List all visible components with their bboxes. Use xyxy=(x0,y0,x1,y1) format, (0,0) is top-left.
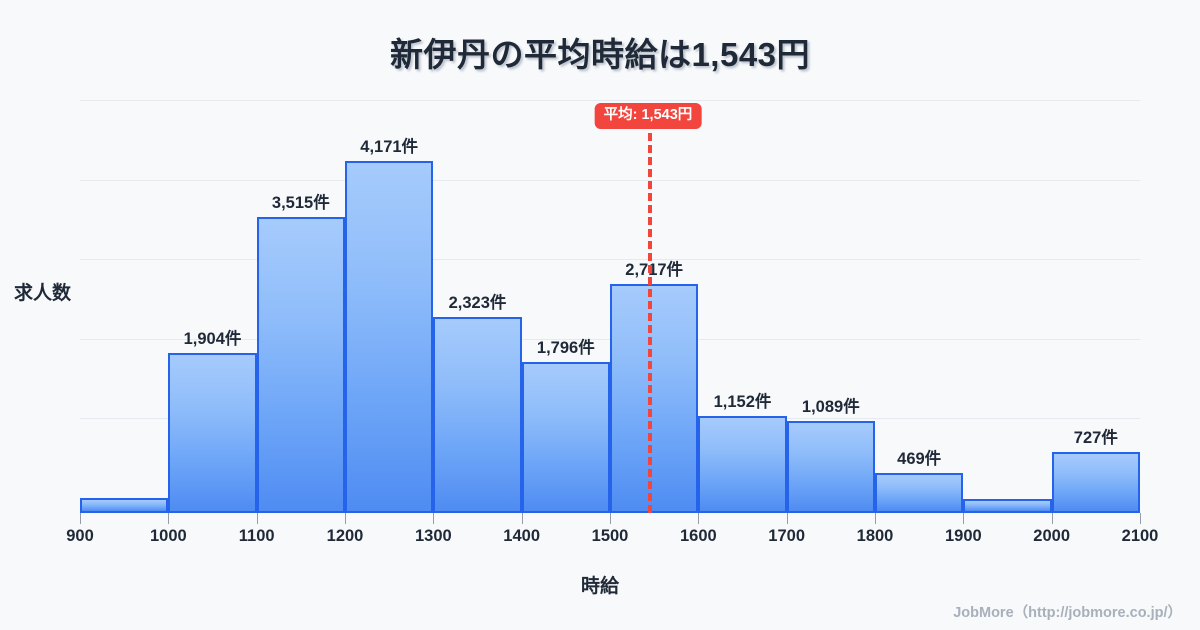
bar-value-label: 2,323件 xyxy=(448,294,507,313)
gridline xyxy=(80,259,1140,261)
x-axis-tick-label: 1500 xyxy=(591,527,629,545)
x-axis-tick-label: 1700 xyxy=(768,527,806,545)
bar[interactable] xyxy=(610,284,699,513)
bar[interactable] xyxy=(1051,451,1140,513)
x-axis-tick xyxy=(345,513,346,524)
bar-value-label: 469件 xyxy=(897,450,942,469)
bar[interactable] xyxy=(698,415,787,513)
bar[interactable] xyxy=(256,216,345,513)
bar[interactable] xyxy=(786,421,875,513)
x-axis-tick-label: 2000 xyxy=(1033,527,1071,545)
gridline xyxy=(80,179,1140,181)
x-axis-tick xyxy=(521,513,523,524)
bar-value-label: 3,515件 xyxy=(271,193,330,212)
bar-value-label: 1,796件 xyxy=(536,338,595,357)
x-axis-tick xyxy=(610,513,611,524)
average-badge: 平均: 1,543円 xyxy=(594,103,702,129)
bar-value-label: 1,904件 xyxy=(183,329,242,348)
average-line xyxy=(647,133,652,513)
x-axis-tick xyxy=(1051,513,1053,524)
bar[interactable] xyxy=(168,352,257,513)
bar[interactable] xyxy=(345,161,434,513)
x-axis-tick-label: 900 xyxy=(66,527,94,545)
y-axis-title: 求人数 xyxy=(14,283,72,304)
x-axis-tick-label: 1400 xyxy=(503,527,541,545)
x-axis-tick xyxy=(80,513,81,524)
x-axis-tick-label: 1300 xyxy=(414,527,452,545)
bar-value-label: 1,152件 xyxy=(713,392,772,411)
x-axis-tick-label: 1800 xyxy=(856,527,894,545)
x-axis-tick xyxy=(963,513,965,524)
gridline xyxy=(80,100,1140,101)
chart-title: 新伊丹の平均時給は1,543円 xyxy=(389,36,811,73)
x-axis-tick-label: 1600 xyxy=(679,527,717,545)
bar[interactable] xyxy=(521,361,610,513)
bar-value-label: 1,089件 xyxy=(801,398,860,417)
plot-area: 1,904件 3,515件 4,171件 2,323件 1,796件 2,717件 1,15… xyxy=(80,100,1140,513)
bar[interactable] xyxy=(433,317,522,513)
x-axis-tick xyxy=(168,513,170,524)
bar-value-label: 727件 xyxy=(1073,428,1118,447)
bar[interactable] xyxy=(80,498,169,513)
x-axis-tick xyxy=(256,513,258,524)
x-axis-tick xyxy=(875,513,876,524)
x-axis-tick xyxy=(433,513,435,524)
x-axis-tick xyxy=(698,513,700,524)
x-axis-title: 時給 xyxy=(580,576,619,597)
x-axis-tick xyxy=(786,513,788,524)
x-axis-tick-label: 1200 xyxy=(326,527,364,545)
x-axis-tick-label: 1100 xyxy=(238,527,275,545)
bar-value-label: 2,717件 xyxy=(625,260,684,279)
watermark: JobMore（http://jobmore.co.jp/） xyxy=(953,605,1182,621)
x-axis-tick-label: 1000 xyxy=(149,527,187,545)
x-axis-tick-label: 1900 xyxy=(944,527,982,545)
bar[interactable] xyxy=(963,498,1052,513)
x-axis-tick-label: 2100 xyxy=(1121,527,1159,545)
x-axis-tick xyxy=(1140,513,1141,524)
bar-value-label: 4,171件 xyxy=(360,138,419,157)
bar[interactable] xyxy=(875,473,964,513)
